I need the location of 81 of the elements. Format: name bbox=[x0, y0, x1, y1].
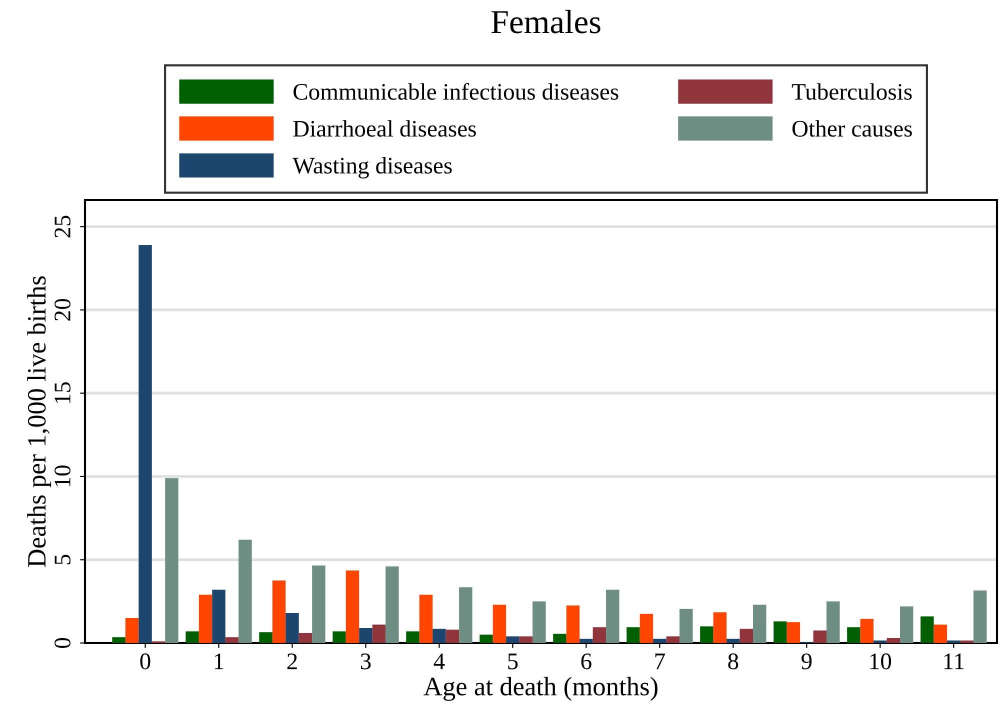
bar bbox=[446, 630, 460, 643]
bar bbox=[900, 606, 914, 643]
bar bbox=[626, 627, 640, 643]
x-tick-label: 1 bbox=[214, 654, 224, 670]
bar bbox=[298, 633, 312, 643]
x-tick-label: 6 bbox=[581, 653, 592, 670]
x-axis-title: Age at death (months) bbox=[424, 676, 658, 701]
bar bbox=[186, 631, 199, 643]
legend-label: Wasting diseases bbox=[292, 157, 452, 178]
bar bbox=[653, 638, 666, 643]
bar bbox=[346, 570, 360, 643]
bar bbox=[372, 624, 386, 643]
bar bbox=[459, 587, 472, 643]
y-tick-label: 10 bbox=[54, 466, 70, 486]
x-tick-label: 10 bbox=[870, 653, 892, 670]
bar bbox=[920, 616, 934, 643]
x-tick-label: 8 bbox=[728, 653, 738, 670]
bar bbox=[419, 594, 433, 643]
bar bbox=[406, 631, 420, 643]
bar bbox=[606, 590, 620, 643]
y-tick-label: 0 bbox=[54, 638, 70, 648]
bar bbox=[165, 478, 178, 643]
bar bbox=[566, 606, 580, 643]
legend-label: Other causes bbox=[792, 120, 912, 137]
bar bbox=[532, 601, 546, 643]
bar bbox=[432, 628, 446, 643]
bar bbox=[700, 626, 714, 643]
bar bbox=[386, 566, 399, 643]
bar bbox=[286, 613, 299, 643]
bar bbox=[740, 628, 754, 643]
y-tick-label: 25 bbox=[54, 216, 70, 238]
bar bbox=[492, 604, 506, 643]
bar bbox=[212, 590, 226, 643]
bar bbox=[786, 622, 800, 643]
y-tick-label: 15 bbox=[54, 382, 70, 403]
bar bbox=[480, 634, 493, 643]
bar bbox=[934, 624, 948, 643]
bar bbox=[359, 628, 372, 643]
legend-label: Communicable infectious diseases bbox=[294, 82, 618, 100]
legend-label: Diarrhoeal diseases bbox=[293, 120, 476, 137]
bar bbox=[713, 612, 727, 643]
bar bbox=[332, 631, 346, 643]
bar bbox=[753, 604, 766, 643]
x-tick-label: 11 bbox=[944, 654, 964, 670]
bar bbox=[138, 244, 152, 643]
x-tick-label: 3 bbox=[360, 653, 371, 670]
x-tick-label: 2 bbox=[287, 653, 297, 670]
bar bbox=[847, 627, 860, 643]
bar bbox=[826, 601, 840, 643]
bar bbox=[506, 636, 520, 643]
bar bbox=[860, 618, 874, 643]
bar bbox=[666, 636, 680, 643]
bar bbox=[198, 594, 212, 643]
bar bbox=[726, 638, 740, 643]
y-tick-label: 20 bbox=[54, 299, 70, 321]
bar bbox=[112, 637, 126, 643]
y-axis-title: Deaths per 1,000 live births bbox=[27, 276, 52, 567]
bar bbox=[125, 618, 139, 643]
x-tick-label: 0 bbox=[140, 653, 150, 670]
bar bbox=[553, 634, 566, 643]
x-tick-label: 7 bbox=[655, 654, 665, 670]
bar bbox=[238, 540, 252, 643]
y-tick-label: 5 bbox=[54, 554, 70, 564]
x-tick-label: 9 bbox=[802, 653, 812, 670]
bar bbox=[259, 632, 272, 643]
bar bbox=[680, 608, 693, 643]
x-tick-label: 5 bbox=[508, 654, 518, 670]
chart-title: Females bbox=[491, 10, 600, 34]
bar bbox=[519, 636, 533, 643]
bar bbox=[272, 580, 286, 643]
bar bbox=[813, 630, 827, 643]
bar bbox=[973, 590, 987, 643]
bar bbox=[640, 614, 654, 643]
bar bbox=[312, 566, 326, 643]
bar bbox=[886, 638, 900, 643]
bar bbox=[580, 638, 593, 643]
legend-label: Tuberculosis bbox=[792, 83, 912, 100]
bar bbox=[225, 637, 239, 643]
x-tick-label: 4 bbox=[434, 654, 445, 670]
bar bbox=[774, 621, 787, 643]
bar bbox=[592, 627, 606, 643]
